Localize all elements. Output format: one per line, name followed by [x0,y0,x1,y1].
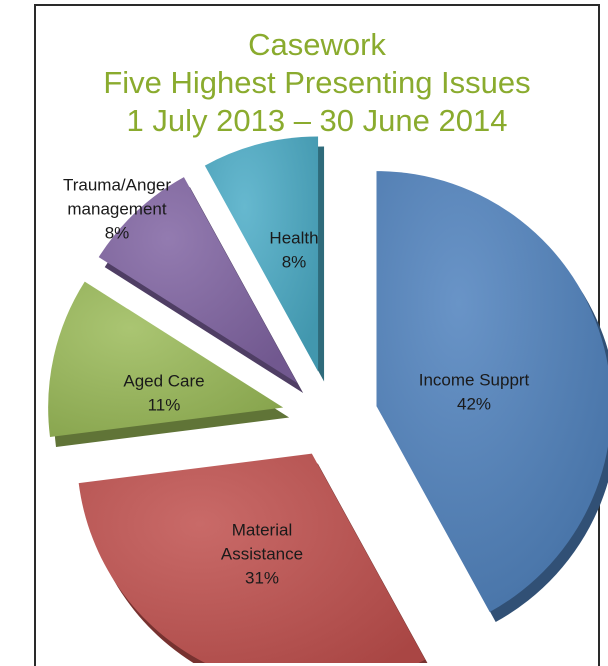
slice-percent-label: 42% [457,394,491,413]
pie-slice [376,171,608,612]
pie-slice [98,177,298,384]
slice-category-label: Material [232,520,292,539]
slice-category-label: Trauma/Anger [63,175,171,194]
chart-title-line-3: 1 July 2013 – 30 June 2014 [126,103,508,138]
slice-category-label: Assistance [221,544,303,563]
slice-percent-label: 8% [105,223,130,242]
pie-slice [48,281,284,437]
pie-slice-group [204,136,325,382]
pie-slice [204,136,319,372]
slice-percent-label: 8% [282,252,307,271]
pie-slice-group [78,453,428,663]
slice-percent-label: 11% [148,395,181,414]
slice-category-label: management [67,199,167,218]
chart-title-line-2: Five Highest Presenting Issues [103,65,531,100]
pie-slice-group [376,171,608,622]
chart-title-line-1: Casework [248,27,386,62]
slice-percent-label: 31% [245,568,279,587]
pie-slice [78,453,426,663]
slice-category-label: Income Supprt [419,370,530,389]
slice-category-label: Health [269,228,318,247]
pie-slice-group [98,177,304,394]
pie-slice-group [48,281,290,447]
slice-category-label: Aged Care [123,371,204,390]
